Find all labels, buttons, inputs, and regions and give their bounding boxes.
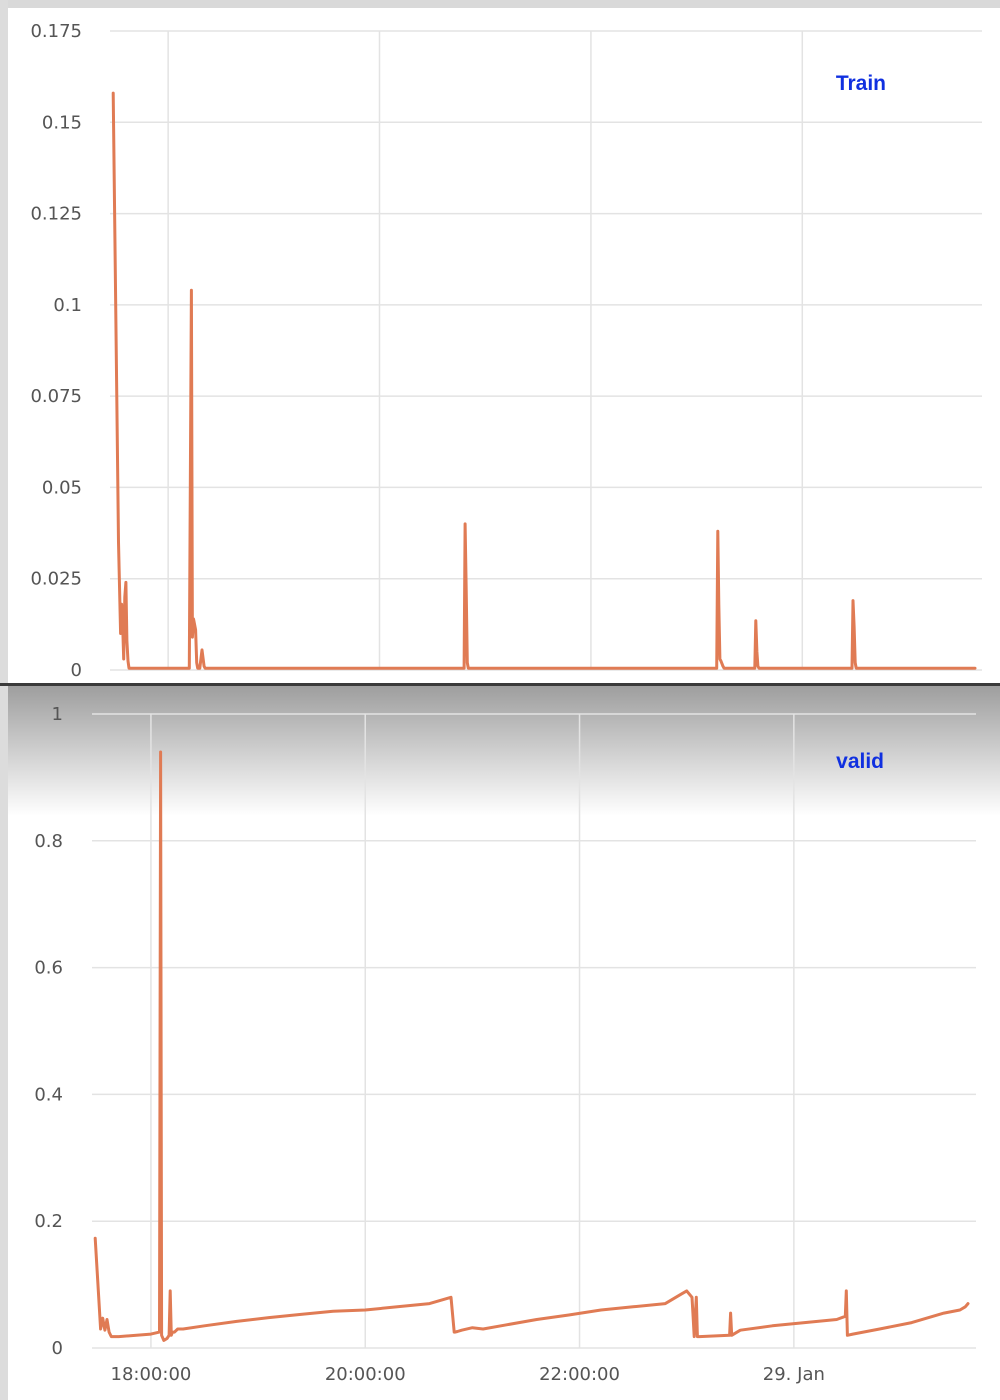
y-tick-label: 0.075 — [30, 386, 82, 407]
train-chart-panel: 0 0.025 0.05 0.075 0.1 0.125 0.15 0.175 Train — [0, 8, 1000, 684]
window-left-strip — [0, 0, 8, 1400]
y-tick-label: 0.05 — [42, 477, 82, 498]
y-tick-label: 0 — [71, 660, 82, 681]
y-tick-label: 0.15 — [42, 112, 82, 133]
y-tick-label: 0.4 — [34, 1084, 63, 1105]
y-tick-label: 0 — [52, 1338, 63, 1359]
series-line — [111, 91, 977, 670]
x-tick-label: 20:00:00 — [325, 1364, 406, 1385]
x-tick-label: 18:00:00 — [111, 1364, 192, 1385]
y-tick-label: 0.2 — [34, 1211, 63, 1232]
x-tick-label: 22:00:00 — [539, 1364, 620, 1385]
y-tick-label: 1 — [52, 704, 63, 725]
x-tick-label: 29. Jan — [763, 1364, 825, 1385]
valid-chart: 0 0.2 0.4 0.6 0.8 1 18:00:00 20:00:00 22:00:00 29… — [34, 704, 976, 1385]
valid-chart-panel: 0 0.2 0.4 0.6 0.8 1 18:00:00 20:00:00 22:00:00 29… — [0, 686, 1000, 1400]
y-tick-label: 0.8 — [34, 831, 63, 852]
y-tick-label: 0.025 — [30, 569, 82, 590]
legend-label: Train — [836, 72, 886, 95]
top-shadow — [8, 686, 1000, 816]
y-tick-label: 0.175 — [30, 21, 82, 42]
legend-label: valid — [836, 750, 884, 773]
series-line — [93, 750, 970, 1342]
y-tick-label: 0.125 — [30, 204, 82, 225]
y-tick-label: 0.6 — [34, 958, 63, 979]
train-chart: 0 0.025 0.05 0.075 0.1 0.125 0.15 0.175 Train — [30, 21, 982, 681]
y-tick-label: 0.1 — [53, 295, 82, 316]
panel-divider — [0, 683, 1000, 686]
window-top-strip — [0, 0, 1000, 8]
